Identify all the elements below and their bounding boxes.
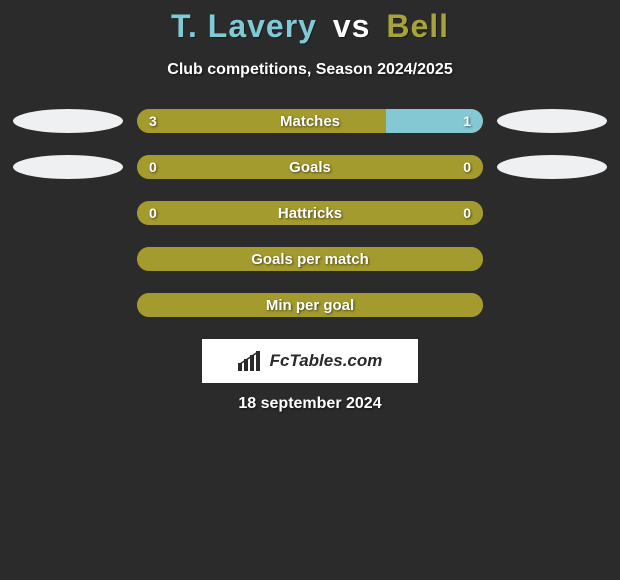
stat-row: 00Goals [0, 155, 620, 179]
stat-label: Goals [137, 155, 483, 179]
subtitle: Club competitions, Season 2024/2025 [0, 61, 620, 79]
stat-row: 31Matches [0, 109, 620, 133]
stat-bar: 00Hattricks [137, 201, 483, 225]
stat-bar: 00Goals [137, 155, 483, 179]
stat-row: Goals per match [0, 247, 620, 271]
stat-bar: 31Matches [137, 109, 483, 133]
logo-box: FcTables.com [202, 339, 418, 383]
stat-row: 00Hattricks [0, 201, 620, 225]
team-badge-left [13, 109, 123, 133]
comparison-infographic: T. Lavery vs Bell Club competitions, Sea… [0, 0, 620, 580]
stat-row: Min per goal [0, 293, 620, 317]
stat-bar: Goals per match [137, 247, 483, 271]
team-badge-right [497, 109, 607, 133]
date: 18 september 2024 [0, 395, 620, 413]
stat-label: Goals per match [137, 247, 483, 271]
team-badge-left [13, 155, 123, 179]
stat-rows: 31Matches 00Goals 00Hattricks Goals per mat… [0, 109, 620, 317]
team-badge-right [497, 155, 607, 179]
stat-bar: Min per goal [137, 293, 483, 317]
player2-name: Bell [386, 8, 449, 44]
bars-icon [238, 351, 264, 371]
stat-label: Min per goal [137, 293, 483, 317]
logo: FcTables.com [238, 351, 383, 371]
player1-name: T. Lavery [171, 8, 317, 44]
vs-label: vs [333, 8, 371, 44]
logo-text: FcTables.com [270, 351, 383, 371]
page-title: T. Lavery vs Bell [0, 8, 620, 45]
stat-label: Matches [137, 109, 483, 133]
stat-label: Hattricks [137, 201, 483, 225]
